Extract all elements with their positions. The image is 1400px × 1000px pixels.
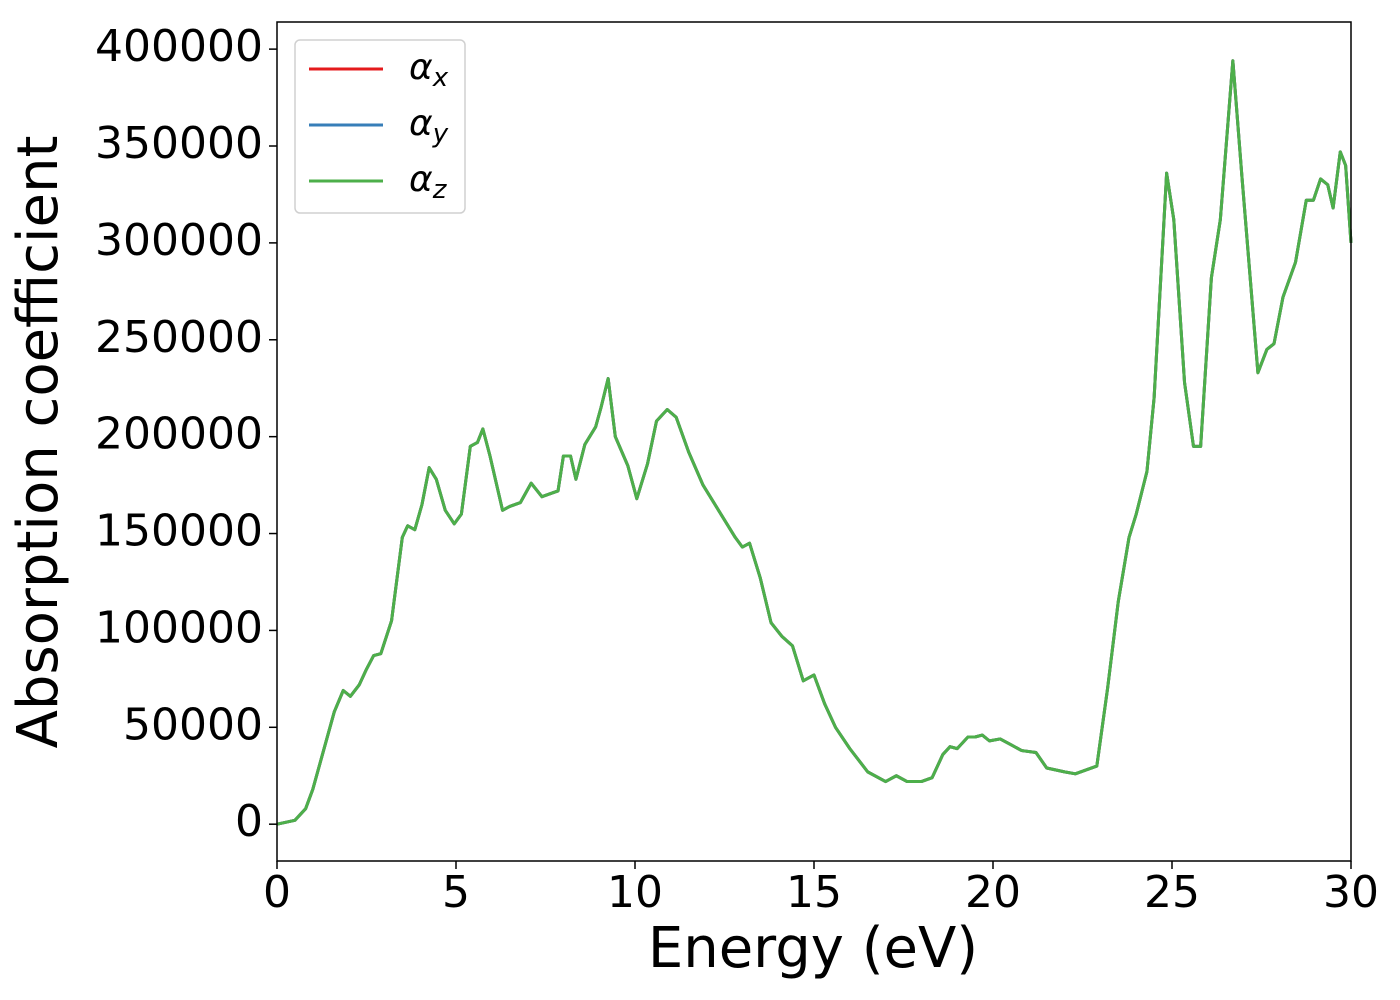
y-tick-label: 300000 [95,215,263,266]
y-tick-label: 350000 [95,118,263,169]
y-tick-label: 100000 [95,602,263,653]
y-axis-label: Absorption coefficient [6,136,71,749]
x-tick-label: 0 [263,867,291,918]
x-tick-label: 30 [1323,867,1379,918]
y-tick-label: 250000 [95,312,263,363]
x-axis-label: Energy (eV) [648,916,978,981]
legend-label: αx [409,47,449,93]
x-tick-label: 25 [1144,867,1200,918]
plot-frame [276,21,1352,862]
y-tick-label: 50000 [123,699,263,750]
y-tick-label: 400000 [95,21,263,72]
y-tick-label: 0 [235,796,263,847]
data-line [276,59,1353,826]
x-tick-label: 20 [965,867,1021,918]
legend-label: αy [409,103,449,149]
y-tick-label: 150000 [95,506,263,557]
x-tick-label: 5 [442,867,470,918]
y-tick-label: 200000 [95,409,263,460]
x-tick-label: 15 [786,867,842,918]
x-tick-label: 10 [607,867,663,918]
legend-label: αz [409,159,448,205]
